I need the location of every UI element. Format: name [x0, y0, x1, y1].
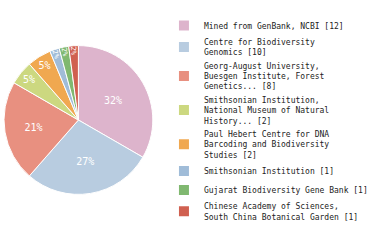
- svg-text:Chinese Academy of Sciences,So: Chinese Academy of Sciences,South China …: [204, 202, 358, 221]
- svg-text:2%: 2%: [50, 49, 62, 61]
- svg-text:Gujarat Biodiversity Gene Bank: Gujarat Biodiversity Gene Bank [1]: [204, 186, 368, 195]
- svg-text:5%: 5%: [23, 74, 35, 85]
- svg-text:5%: 5%: [39, 60, 51, 71]
- svg-text:Smithsonian Institution [1]: Smithsonian Institution [1]: [204, 167, 334, 176]
- svg-text:Paul Hebert Centre for DNABarc: Paul Hebert Centre for DNABarcoding and …: [204, 130, 329, 160]
- svg-text:32%: 32%: [104, 95, 122, 106]
- svg-text:2%: 2%: [60, 47, 71, 58]
- svg-text:Mined from GenBank, NCBI [12]: Mined from GenBank, NCBI [12]: [204, 22, 344, 31]
- svg-text:2%: 2%: [69, 46, 79, 56]
- svg-text:21%: 21%: [24, 122, 42, 133]
- svg-text:Smithsonian Institution,Nation: Smithsonian Institution,National Museum …: [204, 96, 329, 126]
- svg-text:Centre for BiodiversityGenomic: Centre for BiodiversityGenomics [10]: [204, 38, 315, 57]
- svg-text:Georg-August University,Buesge: Georg-August University,Buesgen Institut…: [204, 62, 325, 92]
- svg-text:27%: 27%: [76, 156, 94, 167]
